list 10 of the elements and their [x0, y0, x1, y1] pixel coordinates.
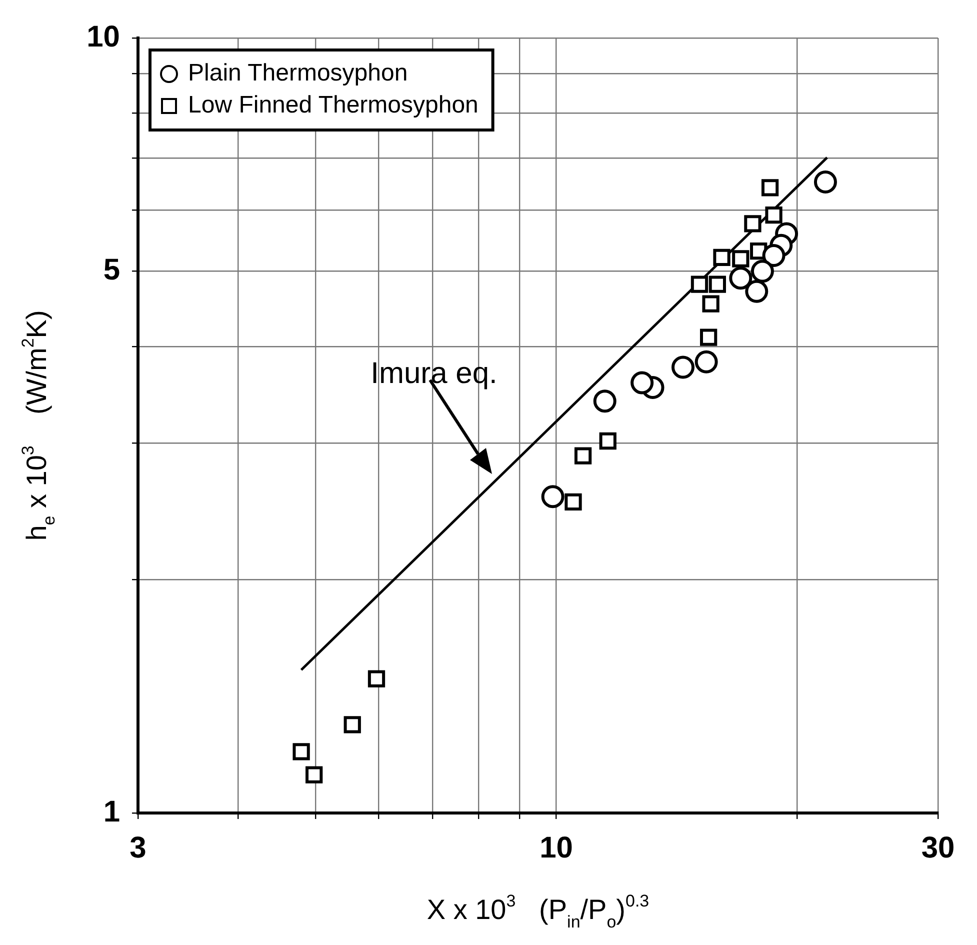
x-tick-label: 3	[130, 831, 146, 864]
x-tick-label: 30	[921, 831, 955, 864]
annotation: Imura eq.	[370, 356, 498, 390]
y-tick-label: 10	[86, 20, 120, 54]
y-tick-label: 1	[103, 795, 120, 828]
text: he x 103 (W/m2K)	[18, 310, 58, 541]
legend-label: Plain Thermosyphon	[188, 60, 408, 87]
legend-label: Low Finned Thermosyphon	[188, 92, 478, 119]
x-tick-label: 10	[540, 831, 573, 864]
y-tick-label: 5	[103, 254, 120, 287]
